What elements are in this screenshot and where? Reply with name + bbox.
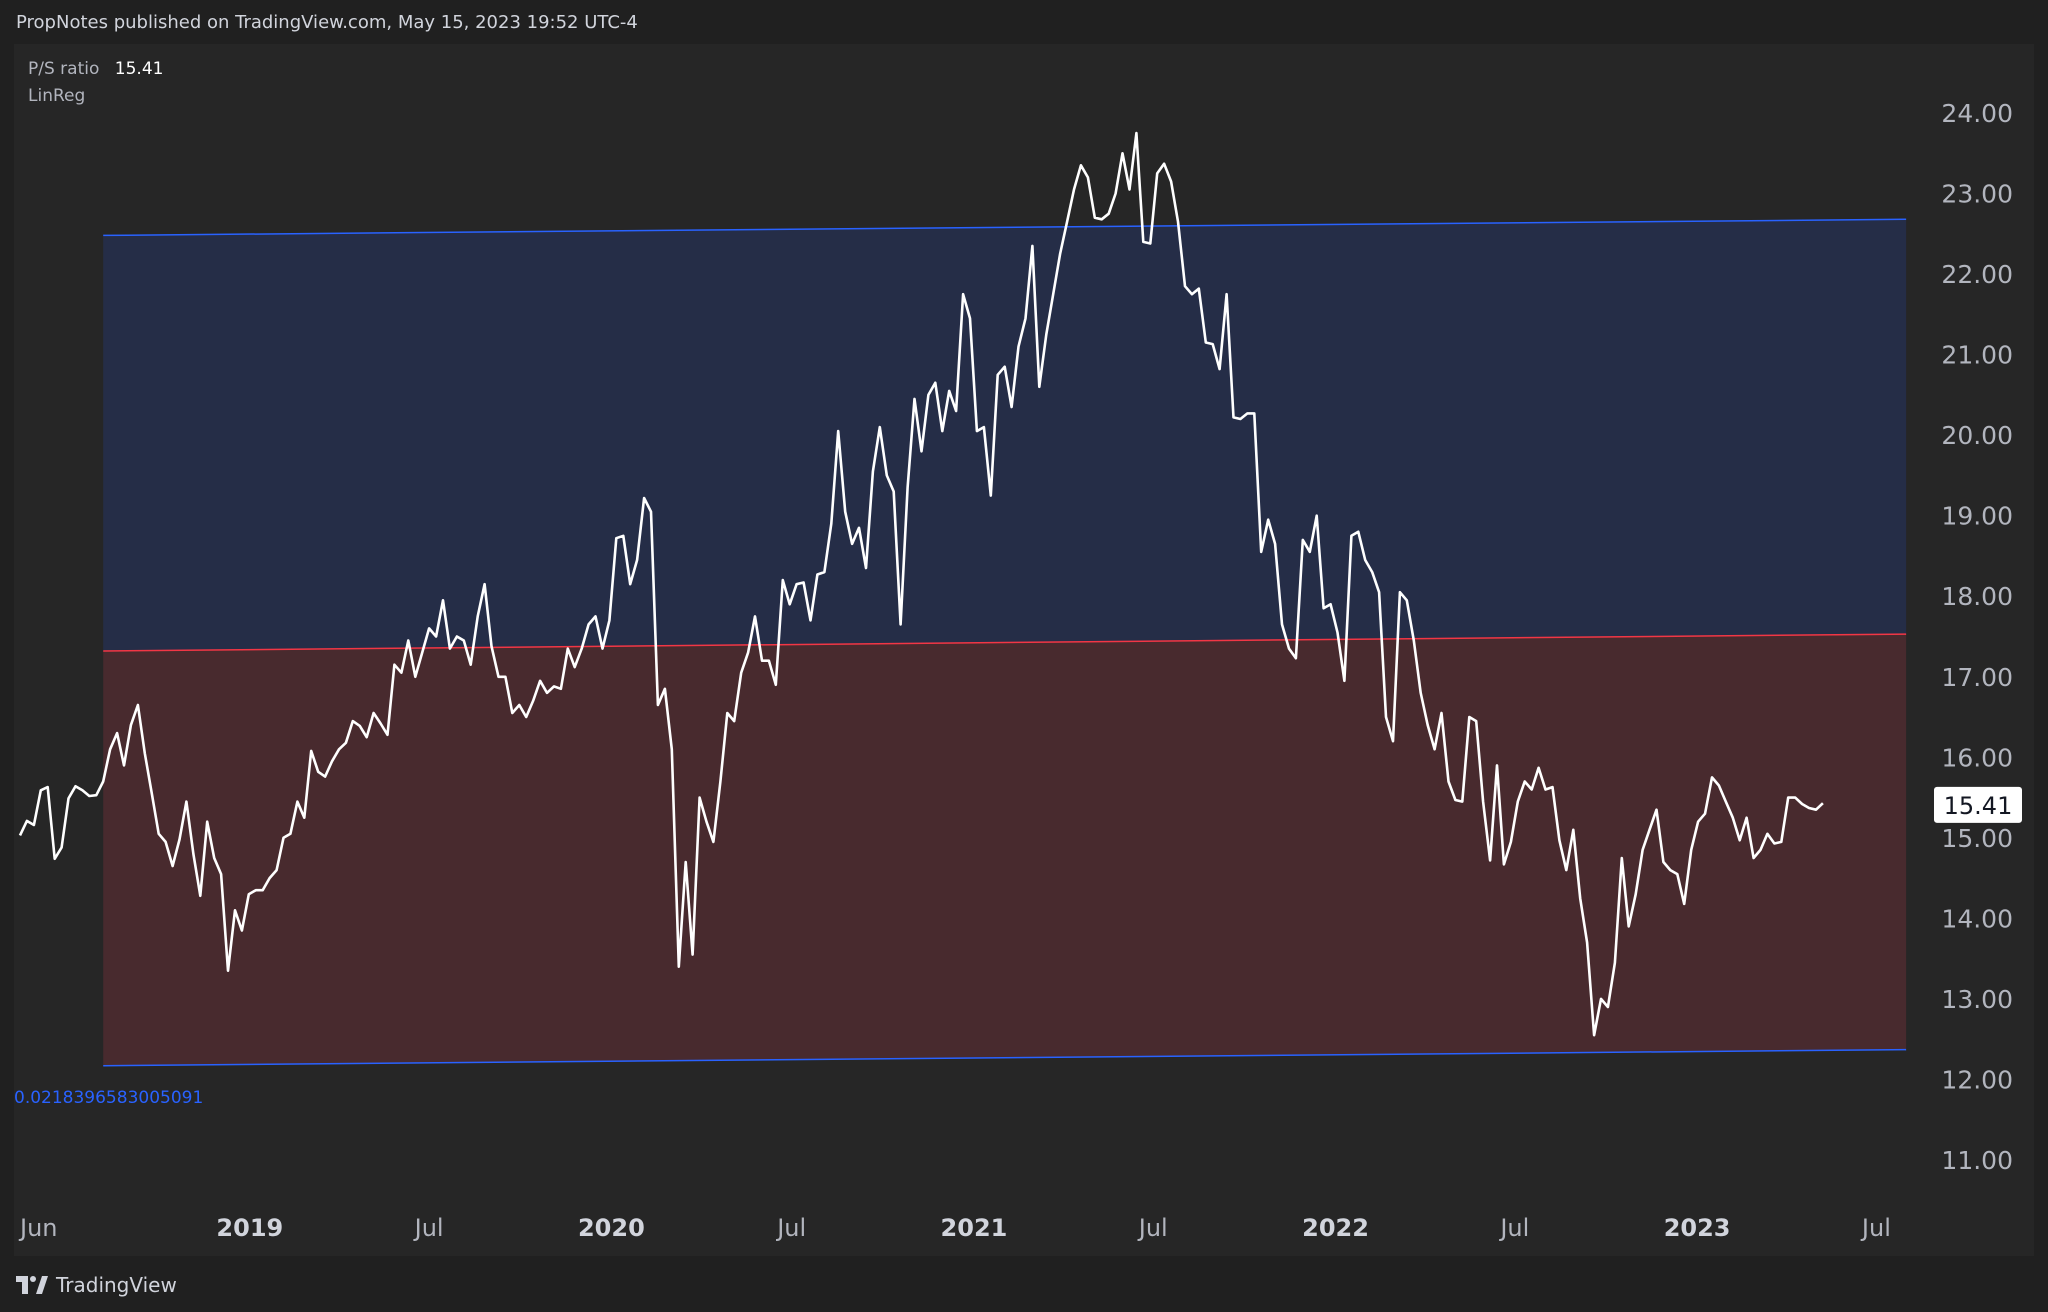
x-tick-label: Jul <box>413 1214 444 1242</box>
y-tick-label: 24.00 <box>1941 99 2013 128</box>
price-axis: 24.00 23.00 22.00 21.00 20.00 19.00 18.00 17.00… <box>1941 99 2013 1175</box>
x-tick-label: 2020 <box>578 1214 645 1242</box>
y-tick-label: 23.00 <box>1941 180 2013 209</box>
regression-coefficient-label: 0.0218396583005091 <box>14 1088 204 1108</box>
regression-channel <box>103 218 1907 1067</box>
upper-channel-line <box>103 218 1907 237</box>
x-tick-label: Jul <box>1137 1214 1168 1242</box>
series-line-0 <box>18 131 1824 1037</box>
y-tick-label: 21.00 <box>1941 341 2013 370</box>
lower-channel-line <box>103 1048 1907 1067</box>
y-tick-label: 12.00 <box>1941 1065 2013 1094</box>
chart-legend: P/S ratio 15.41 LinReg <box>28 56 163 110</box>
time-axis: Jun 2019 Jul 2020 Jul 2021 Jul 2022 Jul 2023 Jul <box>18 1214 1891 1242</box>
y-tick-label: 16.00 <box>1941 743 2013 772</box>
x-tick-label: Jul <box>1498 1214 1529 1242</box>
y-tick-label: 20.00 <box>1941 421 2013 450</box>
regression-mid-line <box>103 633 1907 652</box>
y-tick-label: 15.00 <box>1941 824 2013 853</box>
x-tick-label: Jul <box>1860 1214 1891 1242</box>
y-tick-label: 17.00 <box>1941 663 2013 692</box>
legend-series-value: 15.41 <box>114 59 164 79</box>
last-price-value: 15.41 <box>1944 792 2013 820</box>
upper-channel-fill <box>103 219 1907 651</box>
lower-channel-fill <box>103 634 1907 1066</box>
x-tick-label: 2023 <box>1664 1214 1731 1242</box>
last-price-badge <box>1934 786 2022 823</box>
legend-indicator-name: LinReg <box>28 86 86 106</box>
x-tick-label: 2019 <box>216 1214 283 1242</box>
series-layer <box>18 131 1824 1037</box>
legend-series-name: P/S ratio <box>28 59 100 79</box>
y-tick-label: 11.00 <box>1941 1146 2013 1175</box>
footer: TradingView <box>16 1273 177 1297</box>
publisher-header: PropNotes published on TradingView.com, … <box>16 12 638 33</box>
y-tick-label: 14.00 <box>1941 904 2013 933</box>
footer-brand: TradingView <box>56 1273 177 1297</box>
last-price-label: 15.41 <box>1934 786 2022 823</box>
y-tick-label: 22.00 <box>1941 260 2013 289</box>
tradingview-logo-icon <box>16 1276 48 1294</box>
x-tick-label: 2022 <box>1302 1214 1369 1242</box>
x-tick-label: Jul <box>775 1214 806 1242</box>
y-tick-label: 19.00 <box>1941 502 2013 531</box>
y-tick-label: 18.00 <box>1941 582 2013 611</box>
x-tick-label: 2021 <box>941 1214 1008 1242</box>
y-tick-label: 13.00 <box>1941 985 2013 1014</box>
x-tick-label: Jun <box>18 1214 58 1242</box>
